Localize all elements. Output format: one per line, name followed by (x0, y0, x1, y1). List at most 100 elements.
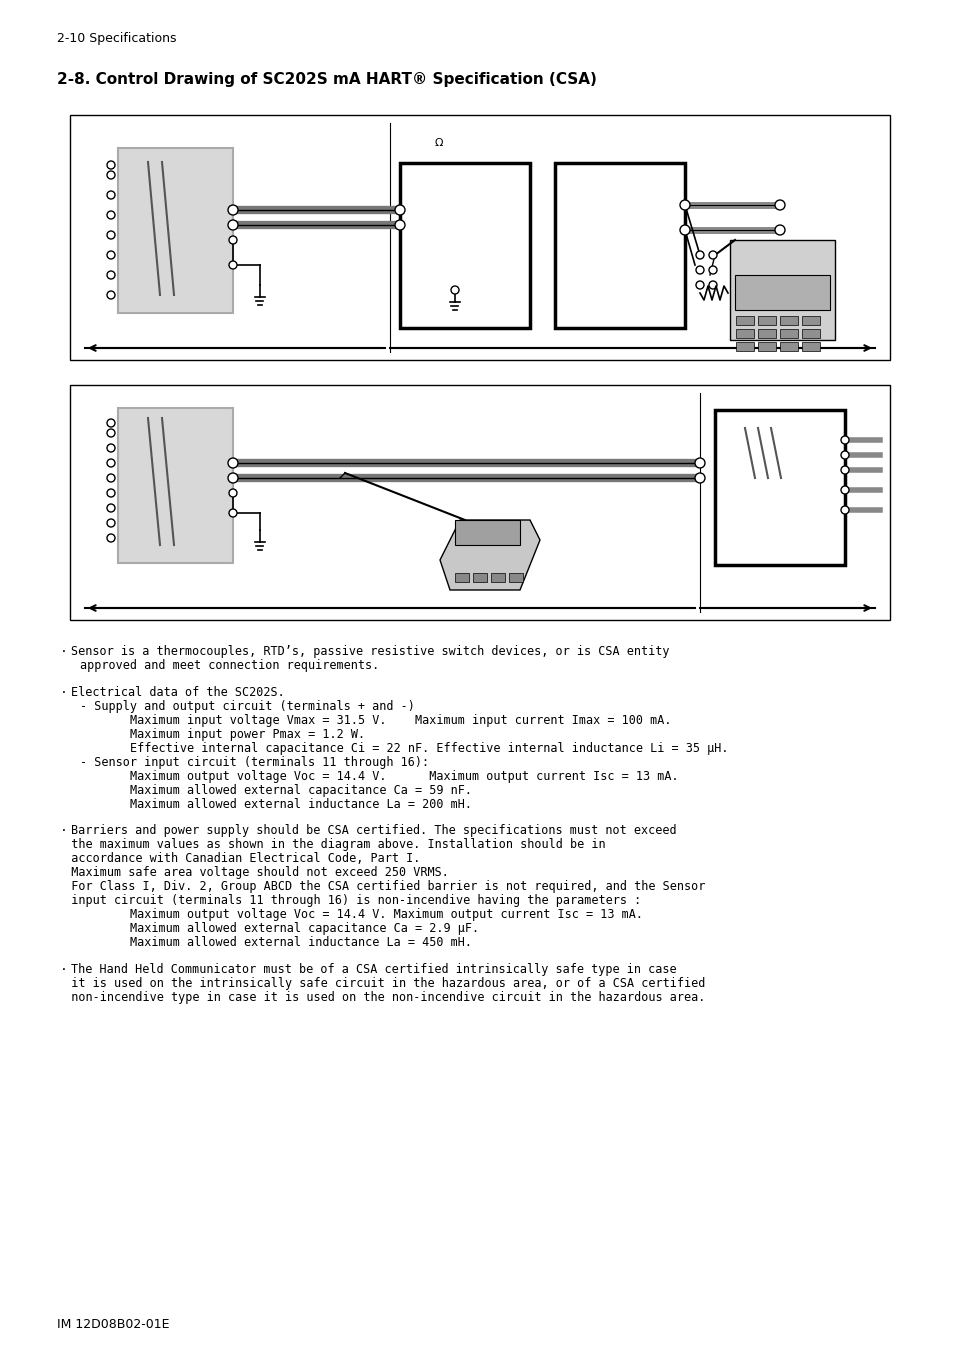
Bar (70, 385, 889, 620)
Bar (555, 163, 684, 328)
Circle shape (696, 266, 703, 274)
Circle shape (228, 205, 237, 215)
Text: Maximum allowed external inductance La = 450 mH.: Maximum allowed external inductance La =… (130, 936, 472, 949)
Circle shape (774, 225, 784, 235)
Text: The Hand Held Communicator must be of a CSA certified intrinsically safe type in: The Hand Held Communicator must be of a … (71, 963, 676, 976)
Bar (399, 163, 530, 328)
Circle shape (841, 506, 848, 514)
Circle shape (774, 200, 784, 211)
Circle shape (228, 458, 237, 468)
Circle shape (107, 271, 115, 279)
Text: Effective internal capacitance Ci = 22 nF. Effective internal inductance Li = 35: Effective internal capacitance Ci = 22 n… (130, 741, 728, 755)
Text: Sensor is a thermocouples, RTD’s, passive resistive switch devices, or is CSA en: Sensor is a thermocouples, RTD’s, passiv… (71, 645, 669, 657)
Circle shape (679, 225, 689, 235)
Polygon shape (439, 520, 539, 590)
Bar (118, 148, 233, 313)
Circle shape (708, 266, 717, 274)
Circle shape (107, 444, 115, 452)
Text: ·: · (60, 963, 68, 976)
Text: it is used on the intrinsically safe circuit in the hazardous area, or of a CSA : it is used on the intrinsically safe cir… (57, 977, 704, 990)
Bar (455, 572, 469, 582)
Circle shape (841, 466, 848, 474)
Circle shape (229, 236, 236, 244)
Bar (735, 316, 753, 325)
Circle shape (696, 281, 703, 289)
Circle shape (395, 205, 405, 215)
Circle shape (107, 161, 115, 169)
Circle shape (841, 436, 848, 444)
Bar (734, 275, 829, 310)
Circle shape (107, 429, 115, 437)
Bar (801, 316, 820, 325)
Text: ·: · (60, 686, 68, 698)
Text: Maximum allowed external capacitance Ca = 59 nF.: Maximum allowed external capacitance Ca … (130, 783, 472, 796)
Bar (714, 410, 844, 566)
Text: Maximum output voltage Voc = 14.4 V. Maximum output current Isc = 13 mA.: Maximum output voltage Voc = 14.4 V. Max… (130, 909, 642, 921)
Circle shape (107, 211, 115, 219)
Circle shape (695, 472, 704, 483)
Circle shape (679, 200, 689, 211)
Text: 2-10 Specifications: 2-10 Specifications (57, 32, 176, 45)
Bar (801, 329, 820, 338)
Text: Maximum allowed external inductance La = 200 mH.: Maximum allowed external inductance La =… (130, 798, 472, 810)
Text: Maximum safe area voltage should not exceed 250 VRMS.: Maximum safe area voltage should not exc… (57, 867, 449, 879)
Bar (780, 329, 797, 338)
Text: approved and meet connection requirements.: approved and meet connection requirement… (80, 659, 379, 672)
Circle shape (451, 286, 458, 294)
Text: the maximum values as shown in the diagram above. Installation should be in: the maximum values as shown in the diagr… (57, 838, 605, 852)
Text: Maximum input voltage Vmax = 31.5 V.    Maximum input current Imax = 100 mA.: Maximum input voltage Vmax = 31.5 V. Max… (130, 714, 671, 726)
Circle shape (228, 472, 237, 483)
Circle shape (107, 459, 115, 467)
Text: Ω: Ω (435, 138, 443, 148)
Circle shape (107, 292, 115, 298)
Bar (70, 115, 889, 360)
Bar (473, 572, 486, 582)
Text: ·: · (60, 825, 68, 837)
Text: ·: · (60, 645, 68, 657)
Bar (780, 316, 797, 325)
Text: Maximum input power Pmax = 1.2 W.: Maximum input power Pmax = 1.2 W. (130, 728, 365, 741)
Bar (735, 342, 753, 351)
Circle shape (107, 231, 115, 239)
Circle shape (107, 489, 115, 497)
Bar (758, 329, 775, 338)
Bar (509, 572, 522, 582)
Circle shape (107, 518, 115, 526)
Circle shape (107, 535, 115, 541)
Text: non-incendive type in case it is used on the non-incendive circuit in the hazard: non-incendive type in case it is used on… (57, 991, 704, 1004)
Circle shape (696, 251, 703, 259)
Circle shape (107, 504, 115, 512)
Circle shape (841, 451, 848, 459)
Bar (491, 572, 504, 582)
Text: Barriers and power supply should be CSA certified. The specifications must not e: Barriers and power supply should be CSA … (71, 825, 676, 837)
Text: - Sensor input circuit (terminals 11 through 16):: - Sensor input circuit (terminals 11 thr… (80, 756, 429, 768)
Circle shape (107, 418, 115, 427)
Circle shape (395, 220, 405, 230)
Bar (801, 342, 820, 351)
Bar (780, 342, 797, 351)
Circle shape (107, 171, 115, 180)
Circle shape (708, 251, 717, 259)
Bar (729, 240, 834, 340)
Circle shape (107, 190, 115, 198)
Circle shape (228, 220, 237, 230)
Bar (455, 520, 519, 545)
Circle shape (107, 251, 115, 259)
Text: 2-8. Control Drawing of SC202S mA HART® Specification (CSA): 2-8. Control Drawing of SC202S mA HART® … (57, 72, 597, 86)
Text: Maximum output voltage Voc = 14.4 V.      Maximum output current Isc = 13 mA.: Maximum output voltage Voc = 14.4 V. Max… (130, 769, 678, 783)
Text: Maximum allowed external capacitance Ca = 2.9 μF.: Maximum allowed external capacitance Ca … (130, 922, 478, 936)
Circle shape (107, 474, 115, 482)
Circle shape (708, 281, 717, 289)
Text: accordance with Canadian Electrical Code, Part I.: accordance with Canadian Electrical Code… (57, 852, 420, 865)
Bar (735, 329, 753, 338)
Text: For Class I, Div. 2, Group ABCD the CSA certified barrier is not required, and t: For Class I, Div. 2, Group ABCD the CSA … (57, 880, 704, 894)
Bar (758, 342, 775, 351)
Circle shape (229, 489, 236, 497)
Bar (758, 316, 775, 325)
Text: - Supply and output circuit (terminals + and -): - Supply and output circuit (terminals +… (80, 699, 415, 713)
Circle shape (229, 261, 236, 269)
Text: IM 12D08B02-01E: IM 12D08B02-01E (57, 1318, 170, 1331)
Circle shape (229, 509, 236, 517)
Circle shape (841, 486, 848, 494)
Circle shape (695, 458, 704, 468)
